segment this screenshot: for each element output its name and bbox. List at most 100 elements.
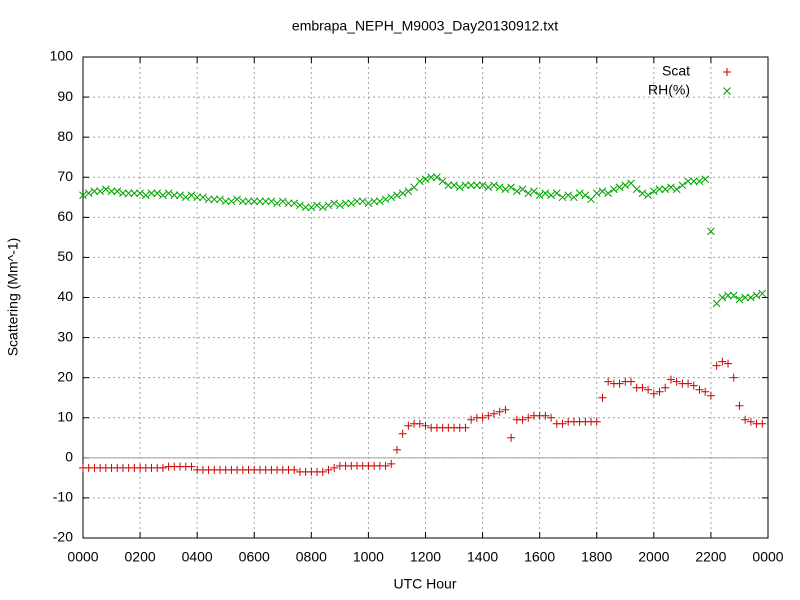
point	[301, 203, 310, 212]
point	[644, 191, 652, 200]
point	[495, 183, 504, 192]
point	[181, 193, 190, 202]
point	[490, 181, 498, 190]
point	[415, 419, 424, 428]
point	[575, 189, 584, 198]
point	[689, 381, 698, 390]
y-tick-label: -20	[53, 529, 73, 545]
point	[615, 183, 624, 192]
point	[358, 197, 367, 206]
point	[758, 419, 767, 428]
point	[330, 199, 339, 208]
point	[267, 197, 276, 206]
point	[364, 199, 373, 208]
y-tick-label: 0	[65, 449, 73, 465]
point	[541, 411, 550, 420]
point	[392, 445, 401, 454]
point	[712, 299, 721, 308]
point	[467, 181, 476, 190]
point	[467, 415, 476, 424]
point	[101, 185, 110, 194]
point	[147, 189, 156, 198]
point	[238, 197, 247, 206]
point	[113, 187, 122, 196]
point	[672, 185, 681, 194]
point	[752, 291, 761, 300]
point	[250, 197, 259, 206]
point	[490, 409, 498, 418]
point	[632, 185, 641, 194]
y-tick-label: 80	[57, 128, 73, 144]
point	[758, 289, 767, 298]
point	[741, 415, 750, 424]
point	[210, 195, 219, 204]
point	[415, 177, 424, 186]
point	[684, 379, 693, 388]
x-tick-label: 0000	[67, 549, 98, 565]
point	[501, 185, 510, 194]
point	[507, 183, 515, 192]
point	[330, 463, 339, 472]
point	[153, 189, 162, 198]
point	[233, 195, 241, 204]
x-tick-label: 1600	[524, 549, 555, 565]
point	[187, 462, 196, 471]
point	[604, 377, 613, 386]
point	[421, 175, 430, 184]
y-tick-label: 70	[57, 168, 73, 184]
x-tick-label: 0400	[182, 549, 213, 565]
point	[278, 197, 287, 206]
point	[678, 181, 687, 190]
point	[495, 407, 504, 416]
point	[518, 415, 527, 424]
point	[221, 197, 230, 206]
point	[547, 413, 556, 422]
point	[336, 201, 344, 210]
point	[84, 189, 93, 198]
point	[649, 389, 658, 398]
x-tick-label: 0600	[239, 549, 270, 565]
y-tick-label: 40	[57, 288, 73, 304]
point	[724, 359, 733, 368]
point	[661, 383, 670, 392]
point	[718, 357, 727, 366]
point	[170, 191, 179, 200]
point	[484, 183, 493, 192]
point	[176, 191, 184, 200]
x-tick-label: 2000	[638, 549, 669, 565]
legend-label: RH(%)	[648, 82, 690, 98]
point	[244, 197, 253, 206]
point	[478, 181, 487, 190]
point	[381, 195, 390, 204]
legend-label: Scat	[662, 63, 690, 79]
point	[684, 177, 692, 186]
point	[729, 291, 738, 300]
point	[341, 199, 350, 208]
point	[433, 173, 441, 182]
y-tick-label: 30	[57, 328, 73, 344]
point	[638, 383, 647, 392]
point	[598, 187, 607, 196]
x-tick-label: 0200	[125, 549, 156, 565]
point	[564, 191, 573, 200]
chart-title: embrapa_NEPH_M9003_Day20130912.txt	[292, 18, 558, 34]
point	[695, 385, 704, 394]
point	[655, 387, 664, 396]
point	[216, 195, 224, 204]
point	[558, 419, 567, 428]
point	[164, 189, 173, 198]
point	[79, 191, 87, 200]
point	[592, 417, 601, 426]
point	[746, 417, 755, 426]
x-tick-label: 1400	[467, 549, 498, 565]
point	[735, 295, 744, 304]
point	[667, 183, 675, 192]
point	[649, 187, 658, 196]
point	[96, 187, 104, 196]
y-tick-label: 10	[57, 408, 73, 424]
point	[130, 189, 139, 198]
point	[473, 181, 481, 190]
point	[136, 189, 144, 198]
point	[107, 187, 116, 196]
